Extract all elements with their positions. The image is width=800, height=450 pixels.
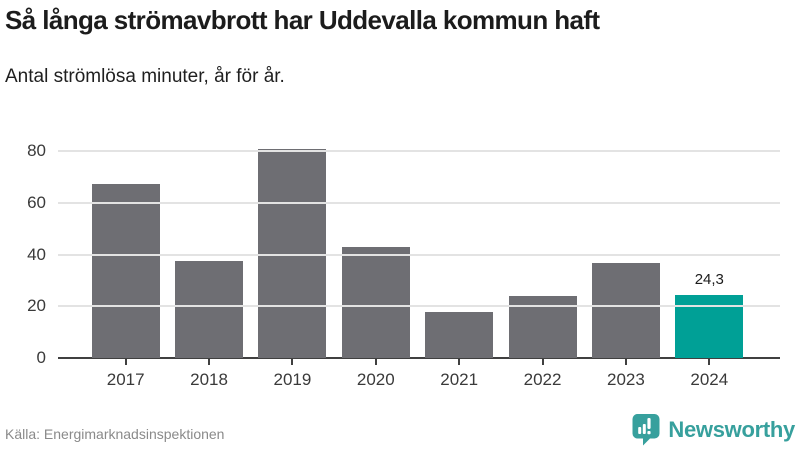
bar-chart: 24,3 2017 2018 2019 2020 2021 2022 2023 2024 0 2…: [0, 118, 800, 418]
bar-slot-2022: [501, 118, 584, 358]
x-slot-2019: 2019: [251, 359, 334, 390]
value-label-2024: 24,3: [694, 271, 724, 289]
bar-slot-2018: [167, 118, 250, 358]
x-tick-label-2020: 2020: [356, 370, 395, 389]
bar-2018: [175, 260, 244, 358]
x-slot-2024: 2024: [668, 359, 751, 390]
x-tick-2017: [124, 359, 127, 365]
y-tick-label-80: 80: [27, 141, 46, 161]
x-slot-2017: 2017: [84, 359, 167, 390]
x-slot-2018: 2018: [167, 359, 250, 390]
x-tick-label-2023: 2023: [607, 370, 645, 389]
source-note: Källa: Energimarknadsinspektionen: [5, 426, 225, 442]
bar-2021: [425, 312, 494, 358]
x-tick-label-2018: 2018: [190, 370, 228, 389]
x-tick-label-2017: 2017: [106, 370, 145, 389]
x-axis-labels: 2017 2018 2019 2020 2021 2022 2023 2024: [84, 359, 751, 390]
x-tick-label-2022: 2022: [523, 370, 562, 389]
y-tick-label-40: 40: [27, 244, 46, 264]
y-tick-label-60: 60: [27, 192, 46, 212]
x-slot-2020: 2020: [334, 359, 417, 390]
x-tick-2018: [208, 359, 211, 365]
chart-header: Så långa strömavbrott har Uddevalla komm…: [5, 5, 795, 88]
y-tick-label-20: 20: [27, 296, 46, 316]
bars-container: 24,3: [84, 118, 751, 358]
newsworthy-logo-text: Newsworthy: [668, 416, 795, 442]
newsworthy-speech-bubble-chart-icon: [631, 413, 661, 446]
x-tick-label-2024: 2024: [690, 370, 729, 389]
chart-title: Så långa strömavbrott har Uddevalla komm…: [5, 5, 600, 35]
x-tick-2020: [374, 359, 377, 365]
gridline-y20: [58, 305, 780, 308]
x-tick-2023: [624, 359, 627, 365]
bar-slot-2020: [334, 118, 417, 358]
bar-slot-2021: [418, 118, 501, 358]
gridline-y60: [58, 201, 780, 204]
bar-2023: [591, 262, 660, 358]
bar-2017: [91, 183, 160, 358]
x-slot-2023: 2023: [584, 359, 667, 390]
bar-slot-2024: 24,3: [668, 118, 751, 358]
x-tick-label-2019: 2019: [273, 370, 312, 389]
newsworthy-logo[interactable]: Newsworthy: [631, 413, 795, 446]
x-tick-2019: [291, 359, 294, 365]
bar-slot-2019: [251, 118, 334, 358]
x-tick-label-2021: 2021: [440, 370, 479, 389]
chart-subtitle: Antal strömlösa minuter, år för år.: [5, 65, 285, 87]
x-tick-2021: [458, 359, 461, 365]
gridline-y40: [58, 253, 780, 256]
x-axis-line: [58, 357, 780, 359]
gridline-y80: [58, 150, 780, 153]
x-slot-2022: 2022: [501, 359, 584, 390]
bar-slot-2017: [84, 118, 167, 358]
bar-2020: [341, 247, 410, 358]
x-tick-2022: [541, 359, 544, 365]
x-tick-2024: [708, 359, 711, 365]
x-slot-2021: 2021: [418, 359, 501, 390]
plot-area: 24,3: [58, 118, 780, 359]
y-tick-label-0: 0: [36, 348, 46, 367]
bar-slot-2023: [584, 118, 667, 358]
